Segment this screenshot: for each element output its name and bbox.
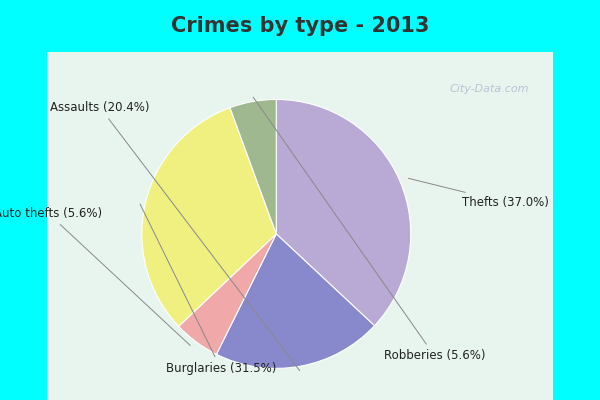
Text: Burglaries (31.5%): Burglaries (31.5%) (140, 204, 276, 375)
Text: Assaults (20.4%): Assaults (20.4%) (50, 101, 300, 371)
Wedge shape (179, 234, 276, 354)
Wedge shape (142, 108, 276, 326)
Wedge shape (217, 234, 374, 368)
Text: Robberies (5.6%): Robberies (5.6%) (253, 97, 485, 362)
Text: City-Data.com: City-Data.com (450, 84, 529, 94)
Wedge shape (230, 100, 276, 234)
Text: Crimes by type - 2013: Crimes by type - 2013 (171, 16, 429, 36)
Wedge shape (276, 100, 411, 326)
Text: Thefts (37.0%): Thefts (37.0%) (409, 178, 549, 209)
Text: Auto thefts (5.6%): Auto thefts (5.6%) (0, 207, 190, 346)
